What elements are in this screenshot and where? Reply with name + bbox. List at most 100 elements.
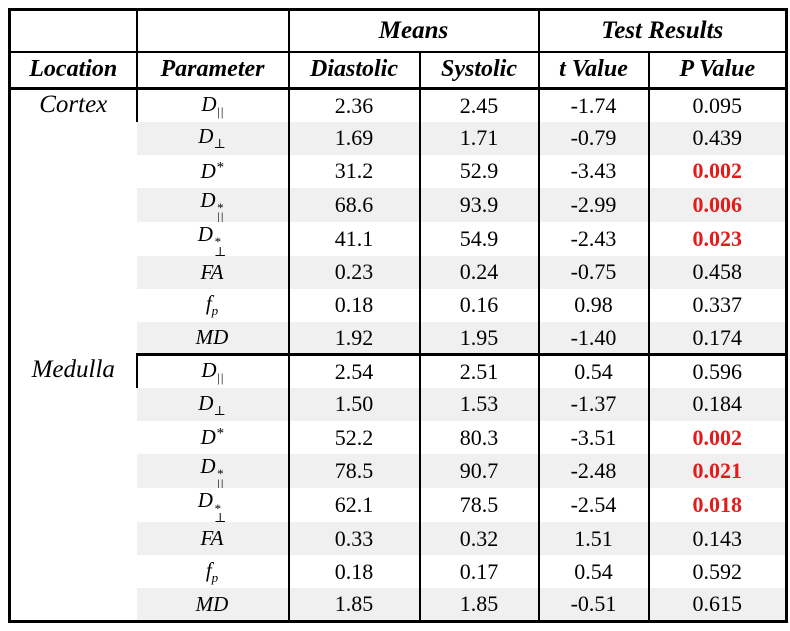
- p-value: 0.615: [647, 588, 787, 624]
- systolic-value: 1.85: [418, 588, 539, 624]
- table-row: D * ⊥ 62.1 78.5 -2.54 0.018: [10, 488, 787, 523]
- t-value: -0.51: [537, 588, 649, 624]
- t-value: -2.54: [537, 488, 649, 523]
- table-row: FA 0.33 0.32 1.51 0.143: [10, 522, 787, 556]
- p-value: 0.002: [647, 421, 787, 455]
- diastolic-value: 0.23: [287, 255, 420, 289]
- t-value: -3.43: [537, 154, 649, 188]
- systolic-value: 54.9: [418, 221, 539, 256]
- systolic-value: 0.32: [418, 522, 539, 556]
- parameter-subscript: ⊥: [213, 243, 227, 256]
- p-value: 0.596: [647, 354, 787, 388]
- parameter-base: D: [201, 91, 217, 116]
- parameter-base: D: [198, 124, 214, 149]
- table-row: MD 1.92 1.95 -1.40 0.174: [10, 321, 787, 357]
- parameter-subscript: ||: [216, 370, 224, 386]
- table-row: MD 1.85 1.85 -0.51 0.615: [10, 588, 787, 624]
- parameter-base: D: [198, 390, 214, 415]
- t-value: -1.40: [537, 321, 649, 357]
- table-body: Cortex D|| 2.36 2.45 -1.74 0.095 D⊥ 1.69 …: [9, 88, 787, 624]
- parameter-cell: D||: [135, 354, 289, 388]
- parameter-scripts: * ⊥: [213, 500, 227, 523]
- parameter-superscript: *: [213, 500, 221, 516]
- p-value: 0.006: [647, 187, 787, 222]
- parameter-cell: D*: [137, 421, 289, 454]
- p-value: 0.337: [647, 288, 787, 322]
- systolic-value: 93.9: [418, 187, 539, 222]
- diastolic-value: 1.69: [287, 121, 420, 155]
- parameter-base: MD: [195, 325, 229, 350]
- parameter-base: MD: [195, 591, 229, 616]
- diastolic-value: 2.36: [287, 88, 420, 122]
- p-value: 0.458: [647, 255, 787, 289]
- parameter-cell: D * ||: [136, 454, 289, 489]
- t-value: 1.51: [537, 522, 649, 556]
- table-row: fp 0.18 0.17 0.54 0.592: [10, 555, 787, 589]
- t-value: -2.43: [537, 221, 649, 256]
- parameter-cell: D⊥: [136, 121, 289, 155]
- col-header-diastolic: Diastolic: [287, 51, 420, 90]
- t-value: -2.48: [537, 454, 649, 489]
- parameter-base: D: [197, 488, 213, 513]
- corner-empty-parameter: [135, 9, 289, 53]
- diastolic-value: 1.85: [287, 588, 420, 624]
- diastolic-value: 31.2: [287, 154, 420, 188]
- col-header-location: Location: [9, 51, 137, 90]
- parameter-cell: D⊥: [136, 387, 289, 421]
- parameter-subscript: ⊥: [213, 402, 226, 418]
- systolic-value: 80.3: [418, 421, 539, 455]
- parameter-subscript: ||: [216, 103, 224, 119]
- col-header-parameter: Parameter: [135, 51, 289, 90]
- group-header-row: Means Test Results: [9, 9, 787, 53]
- parameter-superscript: *: [215, 425, 224, 442]
- parameter-cell: D * ⊥: [137, 488, 289, 522]
- diastolic-value: 0.18: [287, 555, 420, 589]
- parameter-base: FA: [200, 259, 224, 284]
- systolic-value: 78.5: [418, 488, 539, 523]
- parameter-base: f: [205, 557, 212, 582]
- parameter-scripts: * ⊥: [213, 235, 227, 256]
- location-cell: Medulla: [9, 354, 137, 622]
- table-row: D⊥ 1.50 1.53 -1.37 0.184: [10, 387, 787, 421]
- test-results-group-header: Test Results: [537, 9, 787, 53]
- parameter-base: D: [197, 221, 213, 246]
- means-group-header: Means: [287, 9, 539, 53]
- diastolic-value: 68.6: [287, 187, 420, 222]
- t-value: 0.54: [537, 555, 649, 589]
- p-value: 0.143: [647, 522, 787, 556]
- p-value: 0.002: [647, 154, 787, 188]
- t-value: -3.51: [537, 421, 649, 455]
- systolic-value: 1.53: [418, 387, 539, 421]
- parameter-subscript: ||: [216, 475, 224, 489]
- parameter-cell: FA: [136, 255, 289, 289]
- systolic-value: 0.17: [418, 555, 539, 589]
- diastolic-value: 1.50: [287, 387, 420, 421]
- t-value: -0.79: [537, 121, 649, 155]
- parameter-base: D: [200, 187, 216, 212]
- parameter-base: FA: [200, 526, 224, 551]
- parameter-cell: D * ⊥: [137, 222, 289, 256]
- systolic-value: 2.51: [418, 354, 539, 388]
- diastolic-value: 62.1: [287, 488, 420, 523]
- corner-empty-location: [9, 9, 137, 53]
- t-value: -0.75: [537, 255, 649, 289]
- p-value: 0.439: [647, 121, 787, 155]
- diastolic-value: 0.33: [287, 522, 420, 556]
- parameter-cell: D||: [135, 88, 289, 122]
- systolic-value: 90.7: [418, 454, 539, 489]
- diastolic-value: 41.1: [287, 221, 420, 256]
- table-row: fp 0.18 0.16 0.98 0.337: [10, 288, 787, 322]
- table-row: FA 0.23 0.24 -0.75 0.458: [10, 255, 787, 289]
- table-row: Medulla D|| 2.54 2.51 0.54 0.596: [9, 354, 787, 622]
- t-value: 0.98: [537, 288, 649, 322]
- systolic-value: 52.9: [418, 154, 539, 188]
- p-value: 0.174: [647, 321, 787, 357]
- table-row: D * ⊥ 41.1 54.9 -2.43 0.023: [10, 221, 787, 256]
- table-row: D* 52.2 80.3 -3.51 0.002: [10, 421, 787, 455]
- parameter-subscript: p: [211, 303, 219, 319]
- parameter-cell: D*: [137, 155, 289, 188]
- parameter-base: D: [201, 358, 217, 383]
- systolic-value: 1.71: [418, 121, 539, 155]
- parameter-subscript: ⊥: [213, 510, 227, 523]
